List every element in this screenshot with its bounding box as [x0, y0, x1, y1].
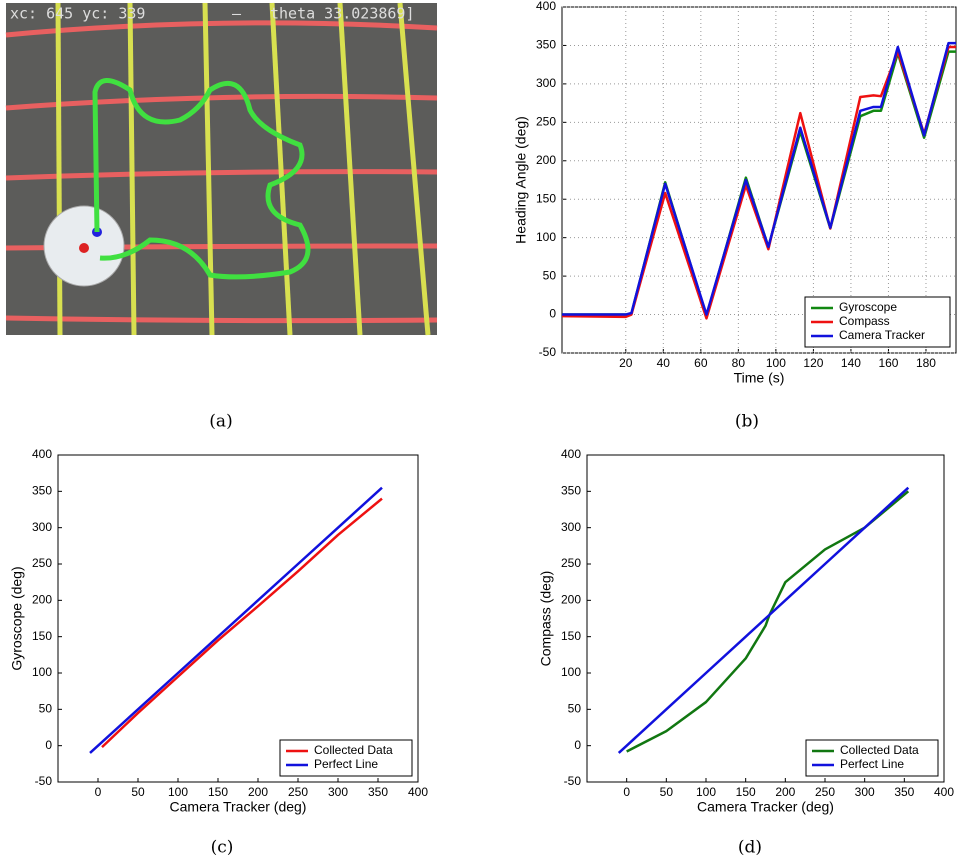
legend-label: Gyroscope: [839, 300, 897, 314]
legend-label: Camera Tracker: [839, 328, 925, 342]
series-line: [101, 497, 383, 749]
y-tick-label: 150: [536, 191, 556, 205]
x-tick-label: 120: [803, 356, 823, 370]
y-tick-label: 0: [45, 738, 52, 752]
y-tick-label: 250: [561, 556, 581, 570]
x-tick-label: 180: [916, 356, 936, 370]
photo-overlay: xc: 645 yc: 339: [10, 5, 145, 23]
x-tick-label: 0: [95, 785, 102, 799]
x-tick-label: 300: [855, 785, 875, 799]
series-line: [89, 486, 383, 754]
y-tick-label: 150: [561, 629, 581, 643]
y-tick-label: -50: [564, 774, 582, 788]
series-line: [626, 490, 910, 753]
y-tick-label: -50: [539, 345, 557, 359]
series-line: [562, 41, 956, 316]
photo-floor: [6, 3, 437, 335]
y-axis-label: Heading Angle (deg): [513, 116, 529, 244]
x-tick-label: 400: [408, 785, 428, 799]
caption: (a): [209, 412, 232, 432]
y-tick-label: 200: [536, 153, 556, 167]
x-axis-label: Time (s): [734, 370, 785, 386]
y-tick-label: 400: [32, 447, 52, 461]
photo-overlay: —: [232, 5, 242, 23]
y-tick-label: 50: [543, 268, 557, 282]
series-line: [617, 486, 910, 754]
x-tick-label: 150: [208, 785, 228, 799]
x-axis-label: Camera Tracker (deg): [170, 799, 307, 815]
x-tick-label: 160: [878, 356, 898, 370]
photo-yellow-lines: [55, 2, 431, 336]
legend-label: Perfect Line: [840, 757, 904, 771]
y-tick-label: 350: [536, 38, 556, 52]
y-tick-label: 350: [561, 484, 581, 498]
caption: (b): [735, 412, 759, 432]
caption: (d): [738, 838, 762, 858]
x-tick-label: 140: [841, 356, 861, 370]
y-tick-label: 300: [32, 520, 52, 534]
y-tick-label: 200: [32, 593, 52, 607]
photo-trajectory: [92, 78, 311, 280]
y-tick-label: 350: [32, 484, 52, 498]
y-tick-label: 200: [561, 593, 581, 607]
x-tick-label: 350: [368, 785, 388, 799]
x-tick-label: 80: [732, 356, 746, 370]
y-tick-label: 0: [574, 738, 581, 752]
x-tick-label: 150: [736, 785, 756, 799]
x-tick-label: 300: [328, 785, 348, 799]
y-tick-label: 300: [536, 76, 556, 90]
y-tick-label: 100: [536, 230, 556, 244]
x-tick-label: 250: [815, 785, 835, 799]
photo-overlay: theta 33.023869]: [270, 5, 415, 23]
y-tick-label: 250: [32, 556, 52, 570]
photo: xc: 645 yc: 339 — theta 33.023869]: [5, 2, 438, 336]
photo-marker: [79, 243, 89, 253]
y-tick-label: 150: [32, 629, 52, 643]
x-tick-label: 100: [696, 785, 716, 799]
y-axis-label: Gyroscope (deg): [9, 566, 25, 670]
x-tick-label: 400: [934, 785, 954, 799]
y-tick-label: 100: [561, 665, 581, 679]
y-tick-label: 400: [561, 447, 581, 461]
y-tick-label: 0: [549, 307, 556, 321]
x-axis-label: Camera Tracker (deg): [697, 799, 834, 815]
x-tick-label: 200: [248, 785, 268, 799]
x-tick-label: 100: [766, 356, 786, 370]
y-tick-label: 50: [568, 702, 582, 716]
x-tick-label: 200: [775, 785, 795, 799]
plot-area: [561, 6, 957, 354]
legend-label: Collected Data: [840, 743, 919, 757]
x-tick-label: 60: [694, 356, 708, 370]
caption: (c): [211, 838, 234, 858]
y-tick-label: 300: [561, 520, 581, 534]
y-tick-label: 100: [32, 665, 52, 679]
legend-label: Perfect Line: [314, 757, 378, 771]
x-tick-label: 250: [288, 785, 308, 799]
y-axis-label: Compass (deg): [538, 571, 554, 667]
y-tick-label: 250: [536, 115, 556, 129]
y-tick-label: 50: [39, 702, 53, 716]
legend-label: Collected Data: [314, 743, 393, 757]
x-tick-label: 0: [623, 785, 630, 799]
x-tick-label: 350: [894, 785, 914, 799]
x-tick-label: 20: [619, 356, 633, 370]
y-tick-label: -50: [35, 774, 53, 788]
x-tick-label: 100: [168, 785, 188, 799]
legend-box: [279, 739, 413, 777]
x-tick-label: 50: [660, 785, 674, 799]
y-tick-label: 400: [536, 0, 556, 13]
legend-label: Compass: [839, 314, 890, 328]
x-tick-label: 50: [131, 785, 145, 799]
legend-box: [805, 739, 939, 777]
x-tick-label: 40: [657, 356, 671, 370]
